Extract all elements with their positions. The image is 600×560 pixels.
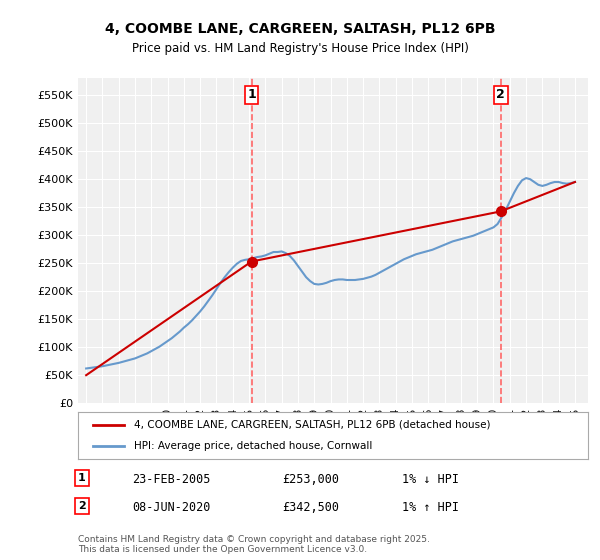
Text: 23-FEB-2005: 23-FEB-2005 [132, 473, 211, 486]
Text: 2: 2 [496, 88, 505, 101]
Text: 08-JUN-2020: 08-JUN-2020 [132, 501, 211, 514]
Text: HPI: Average price, detached house, Cornwall: HPI: Average price, detached house, Corn… [134, 441, 373, 451]
Text: £253,000: £253,000 [282, 473, 339, 486]
Text: 1: 1 [247, 88, 256, 101]
Text: 2: 2 [78, 501, 86, 511]
Text: £342,500: £342,500 [282, 501, 339, 514]
Text: 4, COOMBE LANE, CARGREEN, SALTASH, PL12 6PB: 4, COOMBE LANE, CARGREEN, SALTASH, PL12 … [105, 22, 495, 36]
Text: 1: 1 [78, 473, 86, 483]
Text: Contains HM Land Registry data © Crown copyright and database right 2025.
This d: Contains HM Land Registry data © Crown c… [78, 535, 430, 554]
Text: 1% ↓ HPI: 1% ↓ HPI [402, 473, 459, 486]
Text: 1% ↑ HPI: 1% ↑ HPI [402, 501, 459, 514]
Text: 4, COOMBE LANE, CARGREEN, SALTASH, PL12 6PB (detached house): 4, COOMBE LANE, CARGREEN, SALTASH, PL12 … [134, 420, 491, 430]
Text: Price paid vs. HM Land Registry's House Price Index (HPI): Price paid vs. HM Land Registry's House … [131, 42, 469, 55]
